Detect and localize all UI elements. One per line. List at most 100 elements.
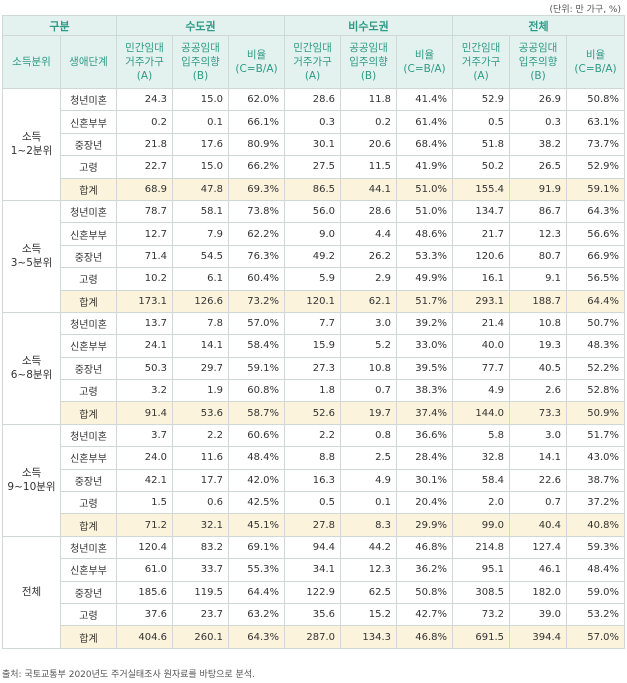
sub-column-header: 민간임대 거주가구 (A): [116, 35, 173, 89]
table-row: 신혼부부 24.1 14.1 58.4% 15.9 5.2 33.0% 40.0 19.3 48.…: [3, 334, 626, 358]
table-row: 합계 91.4 53.6 58.7% 52.6 19.7 37.4% 144.0 73.3 50.…: [3, 401, 626, 425]
value-cell: 48.4%: [227, 446, 286, 470]
value-cell: 0.5: [452, 110, 511, 134]
life-stage-cell: 고령: [60, 267, 117, 291]
life-stage-cell: 청년미혼: [60, 199, 117, 224]
value-cell: 15.2: [340, 602, 398, 627]
value-cell: 24.1: [116, 334, 173, 358]
sub-column-header: 공공임대 입주의향 (B): [509, 35, 568, 89]
value-cell: 2.5: [340, 446, 398, 470]
life-stage-cell: 신혼부부: [60, 110, 117, 134]
table-row: 신혼부부 61.0 33.7 55.3% 34.1 12.3 36.2% 95.1 46.1 48…: [3, 558, 626, 582]
value-cell: 0.1: [172, 110, 229, 134]
table-row: 합계 71.2 32.1 45.1% 27.8 8.3 29.9% 99.0 40.4 40.8%: [3, 513, 626, 537]
value-cell: 42.1: [116, 468, 173, 493]
life-stage-column-header: 생애단계: [60, 35, 117, 89]
value-cell: 73.7%: [566, 132, 626, 157]
value-cell: 73.2%: [227, 289, 286, 313]
value-cell: 62.0%: [227, 87, 286, 112]
group-label-line: 1~2분위: [10, 145, 53, 158]
value-cell: 94.4: [284, 535, 342, 560]
value-cell: 50.7%: [566, 311, 626, 336]
value-cell: 58.4%: [227, 334, 286, 358]
value-cell: 144.0: [452, 401, 511, 425]
sub-column-header-line: 거주가구: [125, 56, 164, 68]
value-cell: 5.9: [284, 267, 342, 291]
value-cell: 120.6: [452, 244, 511, 269]
table-row: 고령 22.7 15.0 66.2% 27.5 11.5 41.9% 50.2 26.5 52.9…: [3, 155, 626, 179]
value-cell: 59.0%: [566, 580, 626, 604]
table-row: 중장년 50.3 29.7 59.1% 27.3 10.8 39.5% 77.7 40.5 52.…: [3, 356, 626, 381]
life-stage-cell: 중장년: [60, 356, 117, 381]
value-cell: 0.7: [340, 379, 398, 403]
sub-column-header-line: (A): [473, 70, 489, 82]
sub-column-header-line: 입주의향: [181, 56, 220, 68]
sub-column-header-line: 공공임대: [518, 42, 558, 54]
value-cell: 56.0: [284, 199, 342, 224]
region-header-total: 전체: [452, 15, 626, 36]
table-row: 합계 173.1 126.6 73.2% 120.1 62.1 51.7% 293.1 188.…: [3, 289, 626, 313]
value-cell: 37.6: [116, 602, 173, 627]
value-cell: 56.5%: [566, 267, 626, 291]
table-row: 소득 9~10분위 청년미혼 3.7 2.2 60.6% 2.2 0.8 36.6% 5.8 3.0…: [2, 423, 626, 537]
value-cell: 32.1: [172, 513, 229, 537]
value-cell: 33.7: [172, 558, 229, 582]
value-cell: 35.6: [284, 602, 342, 627]
sub-column-header: 공공임대 입주의향 (B): [340, 35, 398, 89]
value-cell: 52.6: [284, 401, 342, 425]
value-cell: 3.0: [340, 311, 398, 336]
value-cell: 214.8: [452, 535, 511, 560]
value-cell: 53.2%: [566, 602, 626, 627]
life-stage-cell: 신혼부부: [60, 222, 117, 246]
value-cell: 6.1: [172, 267, 229, 291]
value-cell: 68.4%: [396, 132, 454, 157]
value-cell: 59.3%: [566, 535, 626, 560]
sub-column-header-line: 비율: [585, 49, 606, 61]
value-cell: 86.5: [284, 177, 342, 201]
value-cell: 51.0%: [396, 177, 454, 201]
life-stage-cell: 고령: [60, 155, 117, 179]
life-stage-cell: 고령: [60, 379, 117, 403]
value-cell: 57.0%: [227, 311, 286, 336]
value-cell: 59.1%: [227, 356, 286, 381]
value-cell: 126.6: [172, 289, 229, 313]
life-stage-cell: 청년미혼: [60, 535, 117, 560]
value-cell: 62.2%: [227, 222, 286, 246]
value-cell: 10.2: [116, 267, 173, 291]
life-stage-cell: 고령: [60, 602, 117, 627]
sub-column-header-line: 입주의향: [518, 56, 558, 68]
value-cell: 394.4: [509, 625, 568, 649]
life-stage-cell: 합계: [60, 289, 117, 313]
value-cell: 51.0%: [396, 199, 454, 224]
region-header-noncapital: 비수도권: [284, 15, 454, 36]
value-cell: 29.7: [172, 356, 229, 381]
sub-column-header-line: (C=B/A): [235, 63, 278, 75]
value-cell: 40.5: [509, 356, 568, 381]
value-cell: 73.3: [509, 401, 568, 425]
group-label-line: 전체: [21, 586, 42, 599]
sub-column-header-line: 거주가구: [293, 56, 332, 68]
group-label-line: 3~5분위: [10, 257, 53, 270]
value-cell: 20.6: [340, 132, 398, 157]
value-cell: 91.4: [116, 401, 173, 425]
table-row: 소득 1~2분위 청년미혼 24.3 15.0 62.0% 28.6 11.8 41.4% 52.…: [2, 87, 626, 201]
value-cell: 99.0: [452, 513, 511, 537]
value-cell: 38.7%: [566, 468, 626, 493]
value-cell: 51.8: [452, 132, 511, 157]
sub-column-header-line: (A): [136, 70, 153, 82]
value-cell: 24.0: [116, 446, 173, 470]
value-cell: 44.1: [340, 177, 398, 201]
value-cell: 95.1: [452, 558, 511, 582]
value-cell: 188.7: [509, 289, 568, 313]
sub-column-header: 비율 (C=B/A): [227, 35, 286, 89]
table-row: 고령 10.2 6.1 60.4% 5.9 2.9 49.9% 16.1 9.1 56.5%: [3, 267, 626, 291]
value-cell: 71.2: [116, 513, 173, 537]
value-cell: 42.7%: [396, 602, 454, 627]
group-label-line: 9~10분위: [7, 481, 56, 494]
table-row: 중장년 185.6 119.5 64.4% 122.9 62.5 50.8% 308.5 182…: [3, 580, 626, 604]
value-cell: 60.4%: [227, 267, 286, 291]
table-row: 고령 1.5 0.6 42.5% 0.5 0.1 20.4% 2.0 0.7 37.2%: [3, 491, 626, 515]
value-cell: 48.3%: [566, 334, 626, 358]
table-row: 소득 6~8분위 청년미혼 13.7 7.8 57.0% 7.7 3.0 39.2% 21.4 10…: [2, 311, 626, 425]
value-cell: 0.6: [172, 491, 229, 515]
